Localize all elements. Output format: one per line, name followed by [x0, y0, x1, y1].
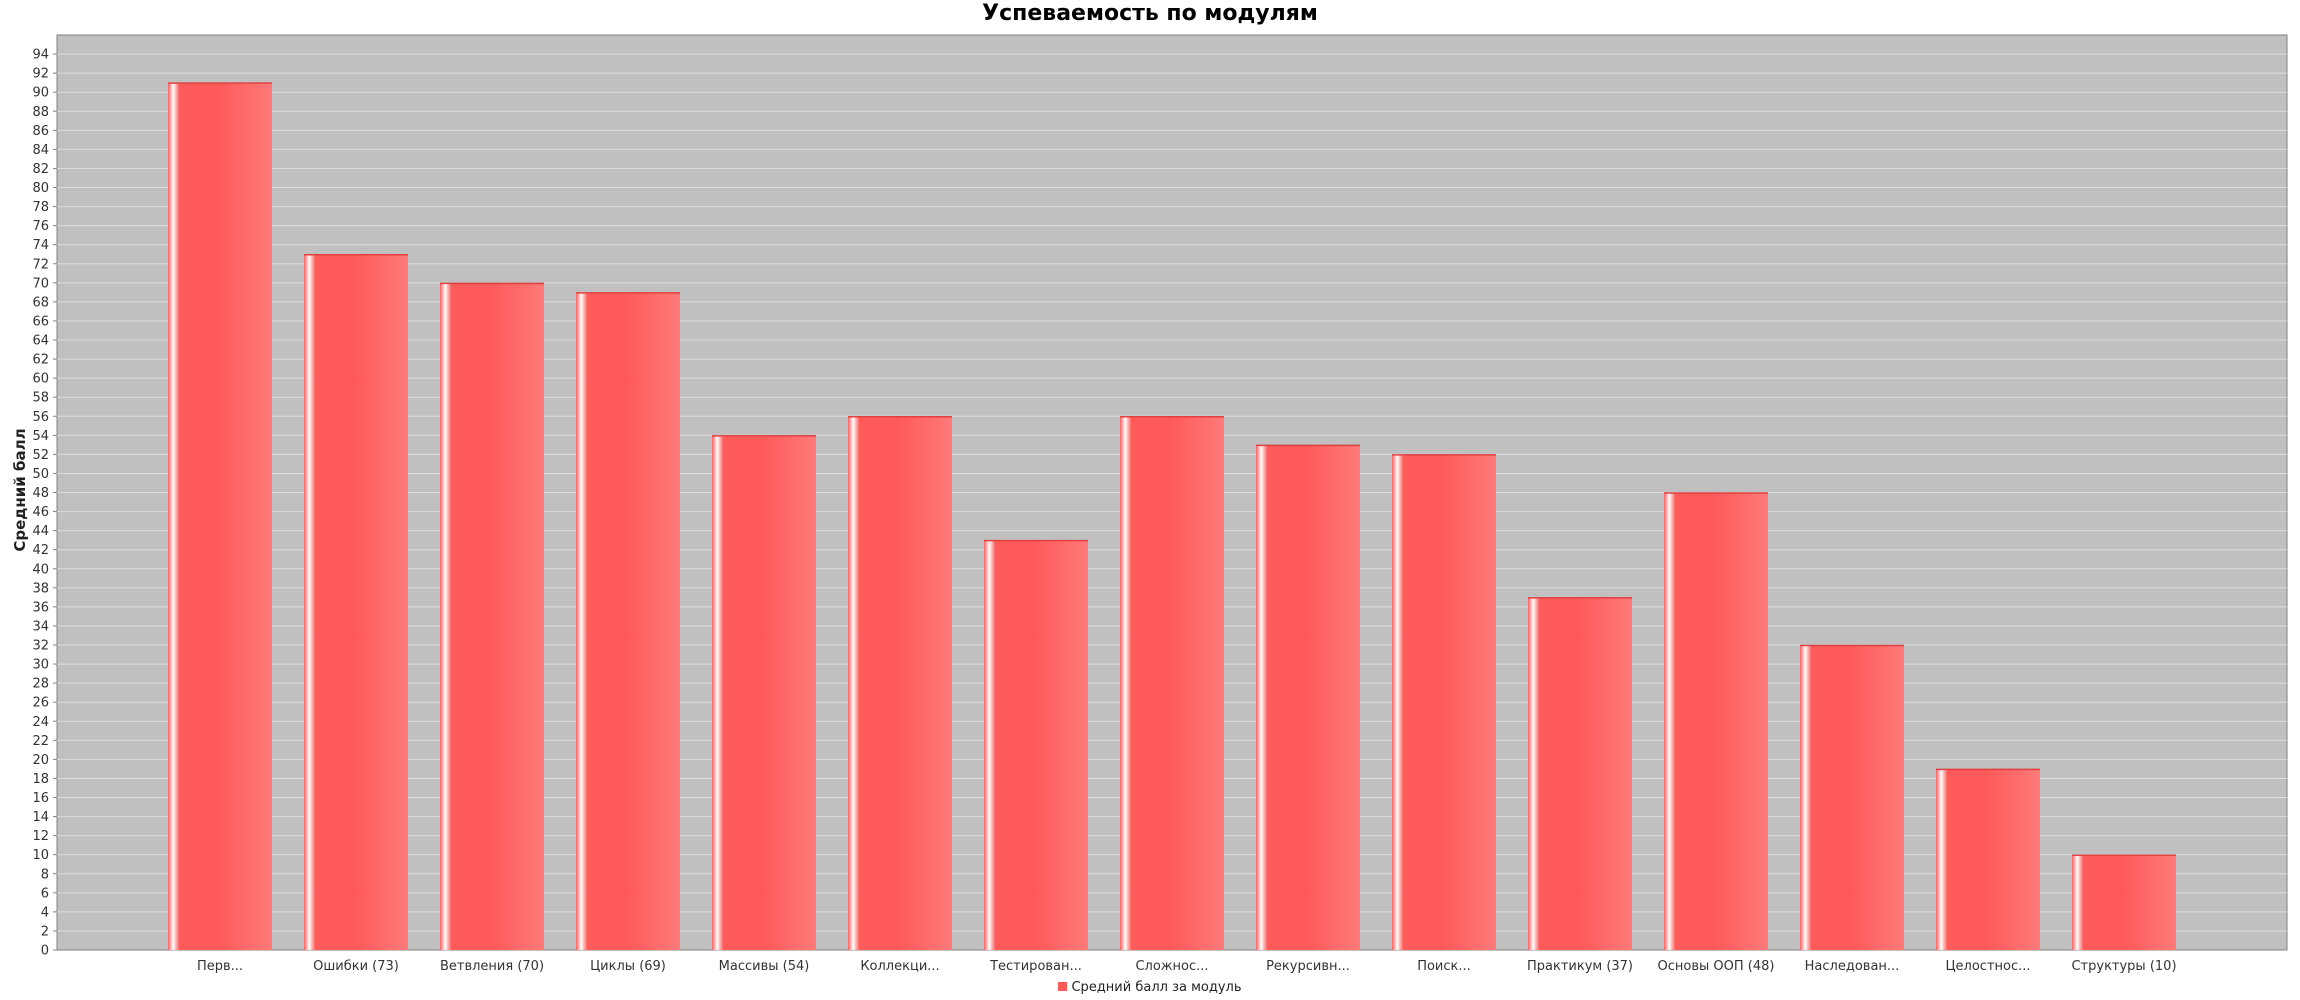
y-tick-label: 40	[32, 562, 49, 577]
bar	[576, 292, 680, 950]
y-tick-label: 72	[32, 257, 49, 272]
legend: Средний балл за модуль	[0, 978, 2300, 998]
y-tick-label: 10	[32, 848, 49, 863]
bars	[168, 82, 2176, 950]
y-tick-label: 82	[32, 162, 49, 177]
y-axis-ticks: 0246810121416182022242628303234363840424…	[32, 48, 57, 959]
y-tick-label: 2	[41, 924, 49, 939]
x-category-label: Рекурсивн...	[1266, 959, 1350, 974]
y-tick-label: 74	[32, 238, 49, 253]
y-tick-label: 22	[32, 734, 49, 749]
bar	[984, 540, 1088, 950]
y-tick-label: 38	[32, 581, 49, 596]
bar	[440, 282, 544, 950]
y-tick-label: 86	[32, 124, 49, 139]
bar	[1120, 416, 1224, 950]
y-tick-label: 4	[41, 905, 49, 920]
y-tick-label: 48	[32, 486, 49, 501]
legend-label: Средний балл за модуль	[1071, 980, 1242, 995]
x-category-label: Целостнос...	[1945, 959, 2030, 974]
y-tick-label: 42	[32, 543, 49, 558]
y-tick-label: 32	[32, 639, 49, 654]
y-tick-label: 18	[32, 772, 49, 787]
y-tick-label: 50	[32, 467, 49, 482]
y-tick-label: 34	[32, 619, 49, 634]
bar	[304, 254, 408, 950]
y-tick-label: 12	[32, 829, 49, 844]
y-tick-label: 14	[32, 810, 49, 825]
x-category-label: Ошибки (73)	[313, 959, 399, 974]
y-tick-label: 70	[32, 276, 49, 291]
bar	[1256, 444, 1360, 950]
bar	[168, 82, 272, 950]
y-tick-label: 84	[32, 143, 49, 158]
bar	[1664, 492, 1768, 950]
y-tick-label: 28	[32, 677, 49, 692]
y-tick-label: 16	[32, 791, 49, 806]
x-category-label: Циклы (69)	[590, 959, 666, 974]
y-tick-label: 52	[32, 448, 49, 463]
y-tick-label: 78	[32, 200, 49, 215]
x-category-label: Коллекци...	[860, 959, 939, 974]
x-category-label: Практикум (37)	[1527, 959, 1633, 974]
bar	[848, 416, 952, 950]
y-tick-label: 36	[32, 600, 49, 615]
y-tick-label: 44	[32, 524, 49, 539]
y-tick-label: 58	[32, 391, 49, 406]
y-tick-label: 56	[32, 410, 49, 425]
y-tick-label: 64	[32, 334, 49, 349]
y-tick-label: 80	[32, 181, 49, 196]
y-tick-label: 60	[32, 372, 49, 387]
bar	[1800, 645, 1904, 950]
y-tick-label: 66	[32, 314, 49, 329]
x-category-label: Сложнос...	[1135, 959, 1208, 974]
legend-swatch	[1058, 982, 1068, 991]
y-tick-label: 24	[32, 715, 49, 730]
x-category-label: Перв...	[197, 959, 243, 974]
y-tick-label: 30	[32, 658, 49, 673]
x-category-label: Основы ООП (48)	[1658, 959, 1775, 974]
x-category-label: Тестирован...	[989, 959, 1082, 974]
bar	[1528, 597, 1632, 950]
bar	[1936, 768, 2040, 950]
bar	[2072, 854, 2176, 950]
x-category-label: Массивы (54)	[719, 959, 810, 974]
bar	[712, 435, 816, 950]
x-category-label: Структуры (10)	[2071, 959, 2176, 974]
y-tick-label: 6	[41, 886, 49, 901]
y-tick-label: 94	[32, 48, 49, 63]
y-tick-label: 88	[32, 105, 49, 120]
y-tick-label: 68	[32, 295, 49, 310]
y-tick-label: 62	[32, 353, 49, 368]
y-tick-label: 8	[41, 867, 49, 882]
y-axis-label: Средний балл	[11, 428, 29, 551]
y-tick-label: 76	[32, 219, 49, 234]
y-tick-label: 46	[32, 505, 49, 520]
chart-title: Успеваемость по модулям	[982, 1, 1318, 26]
bar	[1392, 454, 1496, 950]
x-category-label: Ветвления (70)	[440, 959, 544, 974]
y-tick-label: 90	[32, 86, 49, 101]
y-tick-label: 20	[32, 753, 49, 768]
x-category-label: Поиск...	[1417, 959, 1471, 974]
x-axis-labels: Перв... Ошибки (73) Ветвления (70) Циклы (6…	[197, 959, 2177, 974]
y-tick-label: 26	[32, 696, 49, 711]
y-tick-label: 54	[32, 429, 49, 444]
x-category-label: Наследован...	[1805, 959, 1900, 974]
y-tick-label: 0	[41, 944, 49, 959]
y-tick-label: 92	[32, 67, 49, 82]
